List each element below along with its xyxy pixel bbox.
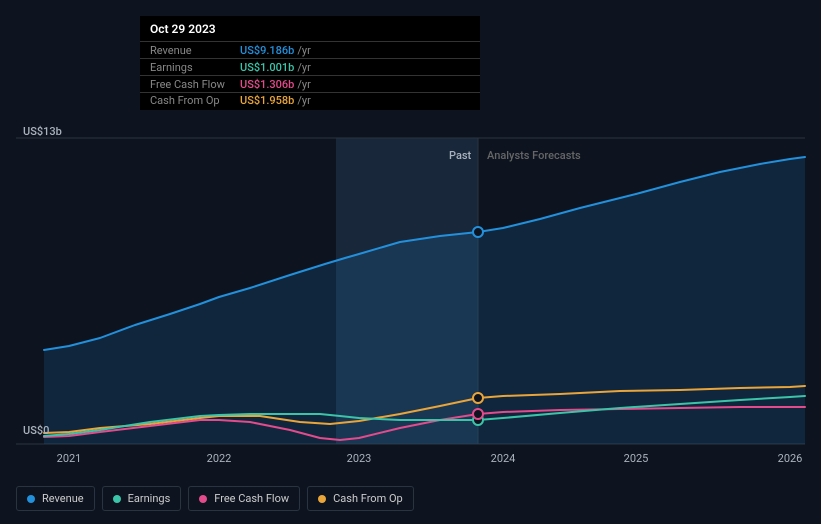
tooltip-row-value: US$9.186b	[240, 44, 294, 57]
financial-chart: US$13b US$0 Past Analysts Forecasts 2021…	[0, 0, 821, 524]
tooltip-row-label: Revenue	[150, 44, 240, 57]
x-axis-label: 2024	[491, 452, 516, 465]
legend-item-cash_from_op[interactable]: Cash From Op	[307, 486, 414, 511]
legend-item-earnings[interactable]: Earnings	[102, 486, 182, 511]
tooltip-row-label: Free Cash Flow	[150, 78, 240, 91]
x-axis-label: 2025	[624, 452, 649, 465]
x-axis-label: 2023	[347, 452, 372, 465]
legend-item-label: Free Cash Flow	[214, 492, 289, 505]
forecast-label: Analysts Forecasts	[487, 149, 581, 162]
x-axis-label: 2022	[207, 452, 232, 465]
legend-item-free_cash_flow[interactable]: Free Cash Flow	[188, 486, 300, 511]
tooltip-row-suffix: /yr	[297, 61, 310, 74]
tooltip-row-label: Earnings	[150, 61, 240, 74]
tooltip-row-value: US$1.001b	[240, 61, 294, 74]
legend-item-label: Revenue	[42, 492, 84, 505]
legend-dot-icon	[199, 495, 207, 503]
tooltip-row-value: US$1.306b	[240, 78, 294, 91]
legend-dot-icon	[113, 495, 121, 503]
tooltip-row-value: US$1.958b	[240, 94, 294, 107]
tooltip-row-suffix: /yr	[297, 94, 310, 107]
tooltip-row-suffix: /yr	[297, 78, 310, 91]
x-axis-label: 2021	[57, 452, 82, 465]
tooltip-date: Oct 29 2023	[140, 16, 480, 42]
tooltip-row: Free Cash FlowUS$1.306b/yr	[140, 76, 480, 93]
chart-legend: Revenue Earnings Free Cash Flow Cash From O…	[16, 486, 414, 511]
legend-item-label: Cash From Op	[333, 492, 403, 505]
legend-dot-icon	[318, 495, 326, 503]
past-label: Past	[449, 149, 471, 162]
tooltip-row-label: Cash From Op	[150, 94, 240, 107]
tooltip-row: RevenueUS$9.186b/yr	[140, 42, 480, 59]
legend-item-revenue[interactable]: Revenue	[16, 486, 95, 511]
y-axis-label-min: US$0	[23, 424, 49, 437]
chart-tooltip: Oct 29 2023 RevenueUS$9.186b/yrEarningsU…	[140, 16, 480, 110]
legend-item-label: Earnings	[128, 492, 171, 505]
tooltip-row: EarningsUS$1.001b/yr	[140, 59, 480, 76]
tooltip-row-suffix: /yr	[297, 44, 310, 57]
legend-dot-icon	[27, 495, 35, 503]
y-axis-label-max: US$13b	[23, 125, 62, 138]
tooltip-row: Cash From OpUS$1.958b/yr	[140, 93, 480, 110]
x-axis-label: 2026	[778, 452, 803, 465]
